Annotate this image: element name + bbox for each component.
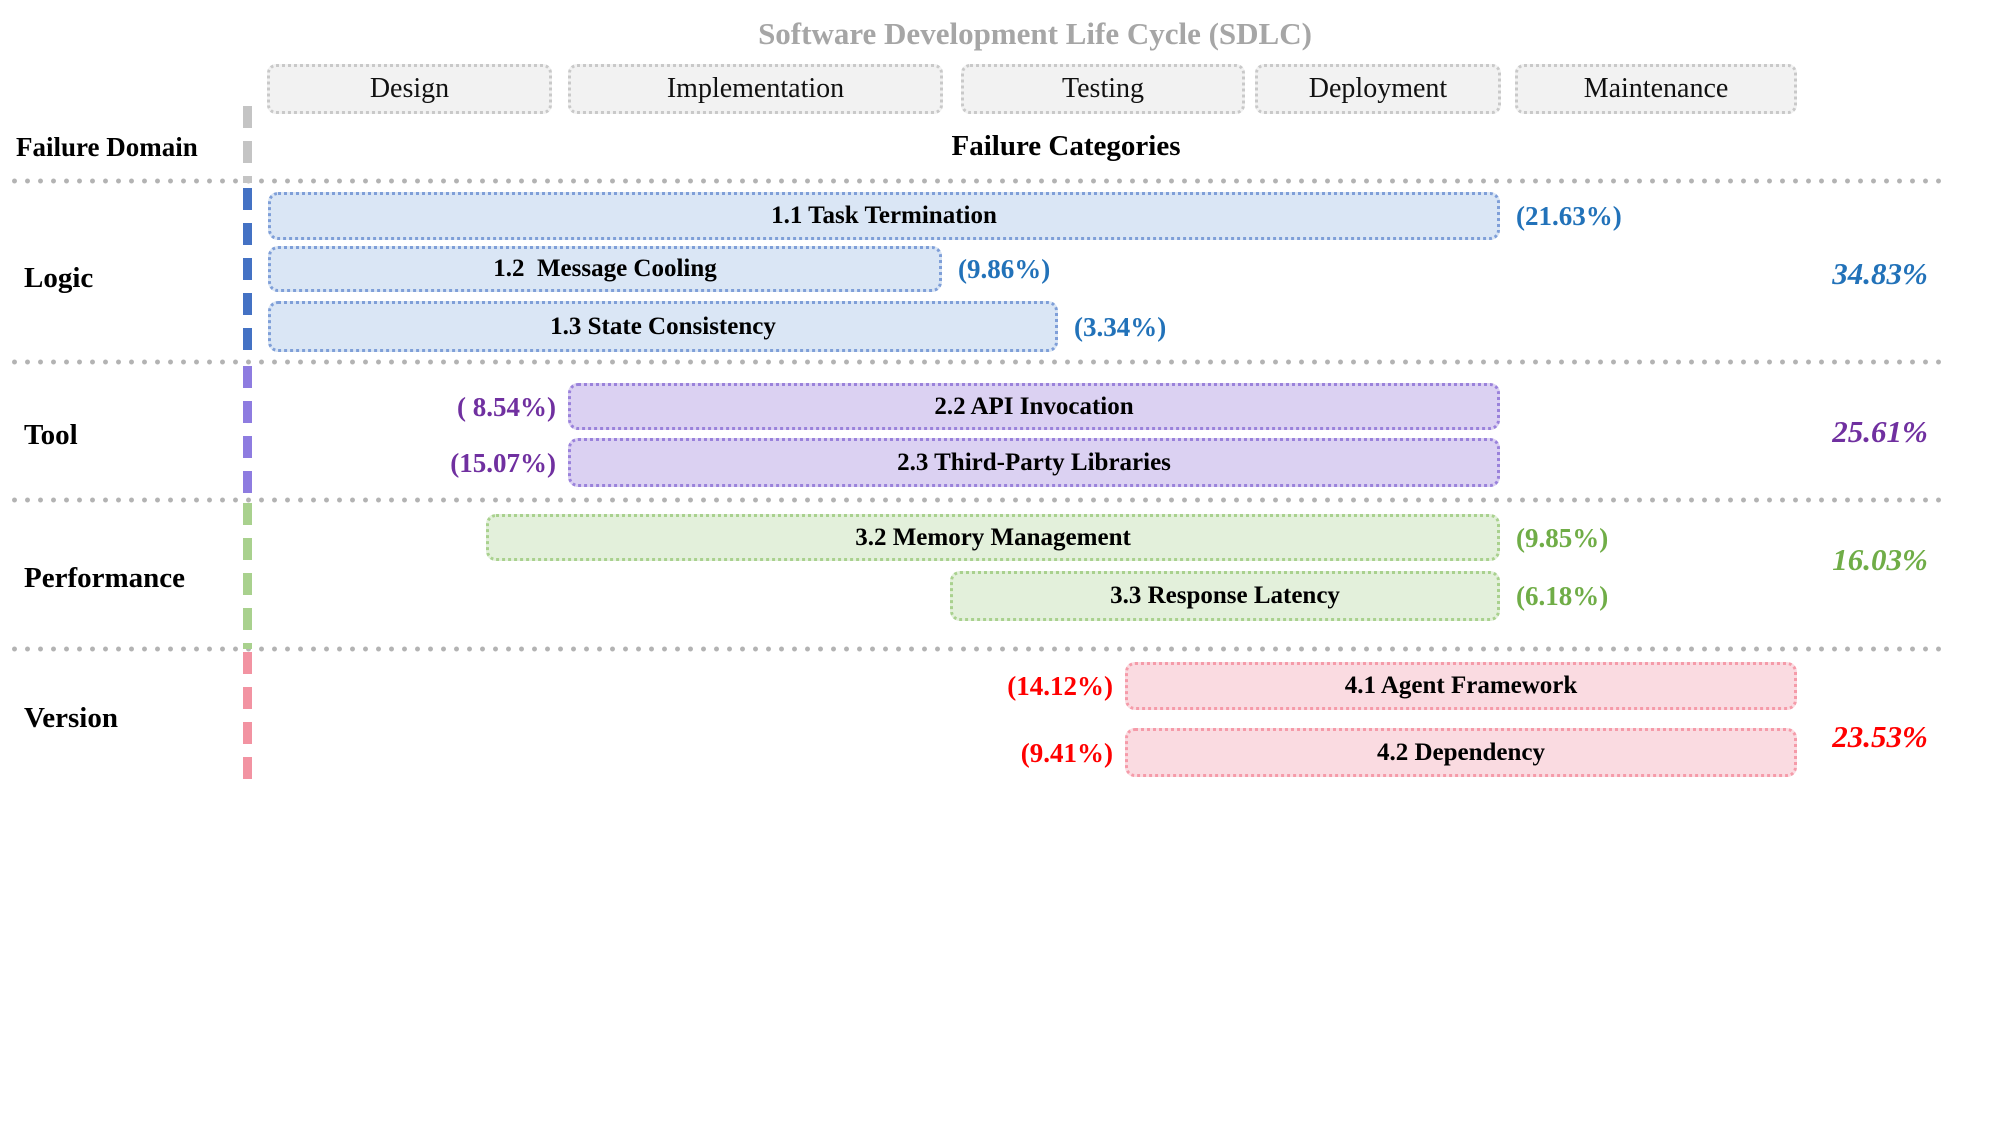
chart-title: Software Development Life Cycle (SDLC) — [758, 16, 1312, 51]
category-percent-3-3-response-latency: (6.18%) — [1516, 581, 1609, 611]
category-percent-4-1-agent-framework: (14.12%) — [1007, 671, 1113, 701]
category-bar-label: 3.3 Response Latency — [1110, 582, 1340, 609]
axis-dash-header — [243, 106, 252, 183]
category-percent-1-3-state-consistency: (3.34%) — [1074, 311, 1167, 342]
category-bar-label: 2.2 API Invocation — [934, 392, 1134, 420]
phase-box-testing: Testing — [961, 64, 1245, 114]
failure-domain-header: Failure Domain — [16, 132, 198, 162]
category-percent-2-3-third-party-libraries: (15.07%) — [450, 447, 556, 478]
category-bar-2-2-api-invocation: 2.2 API Invocation — [568, 383, 1500, 430]
axis-dash-tool — [243, 366, 252, 500]
category-bar-2-3-third-party-libraries: 2.3 Third-Party Libraries — [568, 438, 1500, 487]
section-separator — [8, 359, 1948, 365]
category-bar-3-2-memory-management: 3.2 Memory Management — [486, 514, 1500, 561]
section-separator — [8, 646, 1948, 652]
category-bar-label: 4.1 Agent Framework — [1344, 672, 1578, 699]
domain-label-performance: Performance — [24, 562, 186, 594]
category-bar-1-3-state-consistency: 1.3 State Consistency — [268, 301, 1058, 352]
axis-dash-logic — [243, 188, 252, 363]
category-percent-4-2-dependency: (9.41%) — [1020, 737, 1113, 768]
phase-box-implementation: Implementation — [568, 64, 943, 114]
section-separator — [8, 497, 1948, 503]
domain-label-version: Version — [24, 702, 118, 734]
category-bar-1-2-message-cooling: 1.2 Message Cooling — [268, 246, 942, 292]
domain-total-logic: 34.83% — [1832, 256, 1928, 291]
phase-box-deployment: Deployment — [1255, 64, 1501, 114]
category-bar-label: 1.3 State Consistency — [550, 312, 776, 340]
category-percent-1-2-message-cooling: (9.86%) — [958, 254, 1051, 284]
category-bar-label: 4.2 Dependency — [1376, 738, 1546, 766]
category-bar-4-2-dependency: 4.2 Dependency — [1125, 728, 1797, 777]
category-bar-label: 1.1 Task Termination — [771, 202, 997, 229]
category-bar-4-1-agent-framework: 4.1 Agent Framework — [1125, 662, 1797, 710]
category-percent-3-2-memory-management: (9.85%) — [1516, 522, 1609, 553]
phase-box-maintenance: Maintenance — [1515, 64, 1797, 114]
category-percent-2-2-api-invocation: ( 8.54%) — [457, 391, 556, 422]
failure-categories-header: Failure Categories — [951, 130, 1181, 162]
domain-label-logic: Logic — [24, 262, 94, 294]
domain-total-version: 23.53% — [1832, 719, 1928, 754]
section-separator — [8, 178, 1948, 184]
domain-total-tool: 25.61% — [1832, 414, 1928, 449]
category-bar-label: 2.3 Third-Party Libraries — [897, 448, 1171, 476]
category-bar-3-3-response-latency: 3.3 Response Latency — [950, 571, 1500, 621]
phase-box-design: Design — [267, 64, 552, 114]
category-bar-1-1-task-termination: 1.1 Task Termination — [268, 192, 1500, 240]
domain-label-tool: Tool — [24, 419, 78, 451]
domain-total-performance: 16.03% — [1832, 542, 1928, 577]
category-bar-label: 1.2 Message Cooling — [493, 255, 717, 282]
axis-dash-performance — [243, 503, 252, 649]
category-bar-label: 3.2 Memory Management — [855, 523, 1131, 551]
axis-dash-version — [243, 652, 252, 783]
category-percent-1-1-task-termination: (21.63%) — [1516, 201, 1622, 231]
